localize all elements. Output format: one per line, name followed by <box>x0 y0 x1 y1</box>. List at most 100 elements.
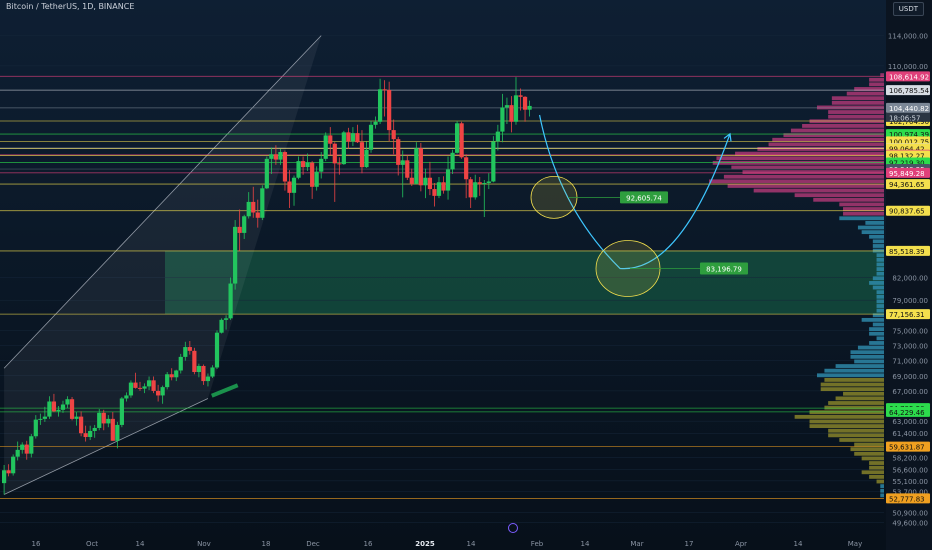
candle-body <box>47 401 52 417</box>
candle-body <box>364 149 369 168</box>
x-tick-label: Apr <box>735 540 747 548</box>
candle-body <box>2 470 7 484</box>
level-label: 100,974.39 <box>889 131 929 139</box>
volume-profile-bar <box>869 474 884 479</box>
candle-body <box>128 382 134 396</box>
channel-upper-line <box>3 35 322 369</box>
candle-body <box>183 347 188 357</box>
volume-profile-bar <box>768 142 884 147</box>
x-tick-label: 17 <box>685 540 694 548</box>
candle-body <box>20 444 25 450</box>
candle-body <box>527 105 532 110</box>
y-tick-label: 63,000.00 <box>892 418 928 426</box>
target-label-1: 92,605.74 <box>626 194 662 202</box>
candle-body <box>346 132 351 142</box>
candle-body <box>486 181 491 184</box>
level-label: 52,777.83 <box>889 495 925 503</box>
candle-body <box>255 212 260 218</box>
volume-profile-bar <box>809 424 884 428</box>
candle-body <box>522 96 528 110</box>
candle-body <box>142 386 147 389</box>
currency-button[interactable]: USDT <box>892 2 924 16</box>
candle-body <box>436 182 442 196</box>
volume-profile-bar <box>839 438 884 442</box>
candle-body <box>264 158 269 189</box>
candle-body <box>11 456 16 474</box>
volume-profile-bar <box>876 257 884 262</box>
volume-profile-bar <box>876 304 884 308</box>
volume-profile-bar <box>857 345 884 350</box>
candle-body <box>65 399 70 405</box>
candle-body <box>432 189 437 196</box>
x-tick-label: 14 <box>467 540 476 548</box>
volume-profile-bar <box>869 461 884 465</box>
target-box-2 <box>700 262 748 275</box>
volume-profile-bar <box>854 442 884 447</box>
candle-body <box>477 182 482 184</box>
y-tick-label: 114,000.00 <box>888 33 928 41</box>
candle-body <box>15 449 20 457</box>
candle-body <box>174 370 179 378</box>
candle-body <box>491 141 496 182</box>
volume-profile-bar <box>861 470 884 475</box>
level-label: 97,219.30 <box>889 159 925 167</box>
y-tick-label: 71,000.00 <box>892 358 928 366</box>
y-tick-label: 58,200.00 <box>892 454 928 462</box>
candle-body <box>450 152 455 170</box>
candle-body <box>427 177 433 190</box>
candle-body <box>192 350 197 373</box>
candle-body <box>473 182 478 198</box>
candle-body <box>310 162 315 187</box>
candle-body <box>423 177 428 186</box>
volume-profile-bar <box>753 188 884 193</box>
volume-profile-bar <box>843 207 884 211</box>
chart-title: Bitcoin / TetherUS, 1D, BINANCE <box>6 2 135 11</box>
candle-body <box>242 216 247 233</box>
candle-body <box>359 142 365 168</box>
volume-profile-bar <box>876 308 884 313</box>
candle-body <box>300 161 306 168</box>
candle-body <box>314 171 319 187</box>
candle-body <box>169 374 174 378</box>
volume-profile-bar <box>794 414 884 419</box>
candle-body <box>205 376 211 382</box>
volume-profile-bar <box>735 151 884 156</box>
candle-body <box>38 418 43 420</box>
candle-body <box>445 169 451 191</box>
volume-profile-bar <box>876 267 884 271</box>
candle-body <box>441 182 446 191</box>
volume-profile-bar <box>876 479 884 484</box>
volume-profile-bar <box>872 244 884 248</box>
candle-body <box>29 436 34 454</box>
level-label: 95,849.28 <box>889 170 925 178</box>
candle-body <box>79 416 84 434</box>
volume-profile-bar <box>869 327 884 332</box>
y-tick-label: 50,900.00 <box>892 510 928 518</box>
level-label: 100,012.75 <box>889 138 929 146</box>
candle-body <box>328 135 333 144</box>
volume-profile-bar <box>835 396 884 401</box>
y-tick-label: 73,000.00 <box>892 343 928 351</box>
candle-body <box>146 380 152 387</box>
volume-profile-bar <box>831 100 884 105</box>
candle-body <box>51 401 57 412</box>
volume-profile-bar <box>861 230 884 235</box>
candle-body <box>69 399 75 419</box>
candle-body <box>459 123 464 158</box>
candle-body <box>464 157 469 180</box>
level-tag <box>886 167 930 178</box>
horizontal-levels <box>0 75 884 499</box>
x-tick-label: Nov <box>197 540 211 548</box>
demand-zone-layer <box>165 250 884 315</box>
y-tick-label: 49,600.00 <box>892 519 928 527</box>
candle-body <box>106 418 111 424</box>
volume-profile-bar <box>876 262 884 267</box>
y-tick-label: 110,000.00 <box>888 63 928 71</box>
candle-body <box>278 152 283 160</box>
timer-label: 18:06:57 <box>889 114 920 122</box>
candle-body <box>405 160 410 178</box>
volume-profile-bar <box>876 290 884 295</box>
volume-profile-bar <box>880 488 884 493</box>
